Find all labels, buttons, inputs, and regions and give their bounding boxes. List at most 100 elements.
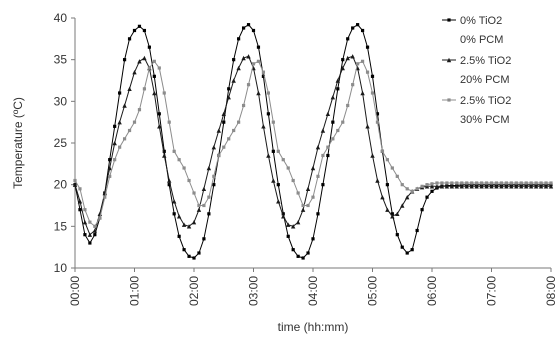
y-tick-label: 35 — [54, 53, 68, 67]
data-point — [118, 145, 122, 149]
series-2 — [72, 54, 554, 237]
data-point — [186, 224, 192, 229]
data-point — [479, 184, 484, 189]
series-layer — [72, 23, 554, 260]
data-point — [445, 181, 449, 185]
data-point — [435, 181, 439, 185]
data-point — [192, 191, 196, 195]
data-point — [232, 58, 236, 62]
data-point — [177, 158, 181, 162]
x-tick-label: 02:00 — [187, 276, 201, 306]
data-point — [266, 112, 270, 116]
data-point — [494, 184, 499, 189]
data-point — [162, 91, 166, 95]
legend-label: 2.5% TiO2 — [460, 95, 511, 107]
data-point — [236, 65, 241, 71]
data-point — [206, 165, 212, 171]
data-point — [286, 222, 291, 227]
data-point — [296, 191, 300, 195]
data-point — [444, 184, 450, 189]
data-point — [335, 78, 340, 83]
data-point — [78, 208, 82, 212]
data-point — [475, 181, 479, 185]
data-point — [430, 189, 434, 193]
data-point — [202, 203, 206, 208]
data-point — [266, 153, 271, 158]
data-point — [127, 86, 132, 92]
data-point — [167, 183, 171, 187]
data-point — [360, 59, 365, 63]
data-point — [88, 241, 92, 245]
data-point — [439, 184, 445, 189]
data-point — [256, 45, 261, 49]
data-point — [78, 187, 82, 191]
data-point — [271, 120, 275, 124]
data-point — [533, 184, 539, 189]
x-tick-label: 05:00 — [366, 276, 380, 306]
data-point — [459, 184, 464, 189]
data-point — [187, 254, 191, 258]
data-point — [108, 158, 112, 162]
data-point — [311, 237, 315, 241]
data-point — [246, 54, 251, 59]
data-point — [222, 145, 226, 149]
data-point — [548, 184, 554, 189]
data-point — [167, 120, 171, 124]
data-point — [375, 120, 380, 124]
data-point — [241, 103, 246, 108]
data-point — [454, 184, 459, 189]
data-point — [306, 251, 310, 255]
data-point — [251, 62, 256, 66]
data-point — [137, 24, 142, 28]
data-point — [152, 90, 157, 96]
data-point — [132, 28, 137, 33]
data-point — [509, 184, 514, 189]
data-point — [290, 224, 296, 229]
data-point — [281, 158, 285, 162]
data-point — [549, 181, 553, 185]
data-point — [400, 183, 404, 187]
data-point — [276, 183, 280, 187]
data-point — [484, 181, 489, 185]
data-point — [118, 91, 122, 95]
data-point — [351, 83, 355, 87]
data-point — [256, 59, 261, 63]
data-point — [261, 124, 266, 129]
data-point — [321, 153, 325, 158]
data-point — [127, 37, 132, 41]
legend-label: 0% PCM — [460, 34, 503, 46]
data-point — [330, 94, 336, 100]
data-point — [450, 181, 454, 185]
data-point — [231, 78, 236, 83]
data-point — [539, 181, 543, 185]
y-tick-label: 10 — [54, 261, 68, 275]
data-point — [429, 184, 435, 189]
data-point — [92, 228, 98, 233]
data-point — [331, 137, 335, 141]
data-point — [132, 120, 137, 124]
data-point — [543, 184, 549, 189]
data-point — [534, 181, 538, 185]
data-point — [300, 207, 306, 212]
data-point — [360, 90, 365, 96]
data-point — [142, 28, 147, 33]
x-tick-label: 04:00 — [306, 276, 320, 306]
data-point — [489, 184, 494, 189]
data-point — [395, 233, 399, 237]
data-point — [345, 55, 350, 61]
data-point — [455, 181, 459, 185]
data-point — [256, 90, 261, 96]
data-point — [320, 128, 326, 133]
data-point — [410, 248, 414, 252]
data-point — [217, 153, 221, 158]
data-point — [340, 65, 345, 71]
x-tick-label: 01:00 — [128, 276, 142, 306]
legend-label: 30% PCM — [460, 114, 510, 126]
x-axis-title: time (hh:mm) — [278, 320, 349, 334]
data-point — [152, 59, 156, 63]
data-point — [529, 181, 533, 185]
data-point — [261, 70, 266, 74]
legend-marker — [447, 98, 451, 102]
data-point — [227, 87, 231, 91]
